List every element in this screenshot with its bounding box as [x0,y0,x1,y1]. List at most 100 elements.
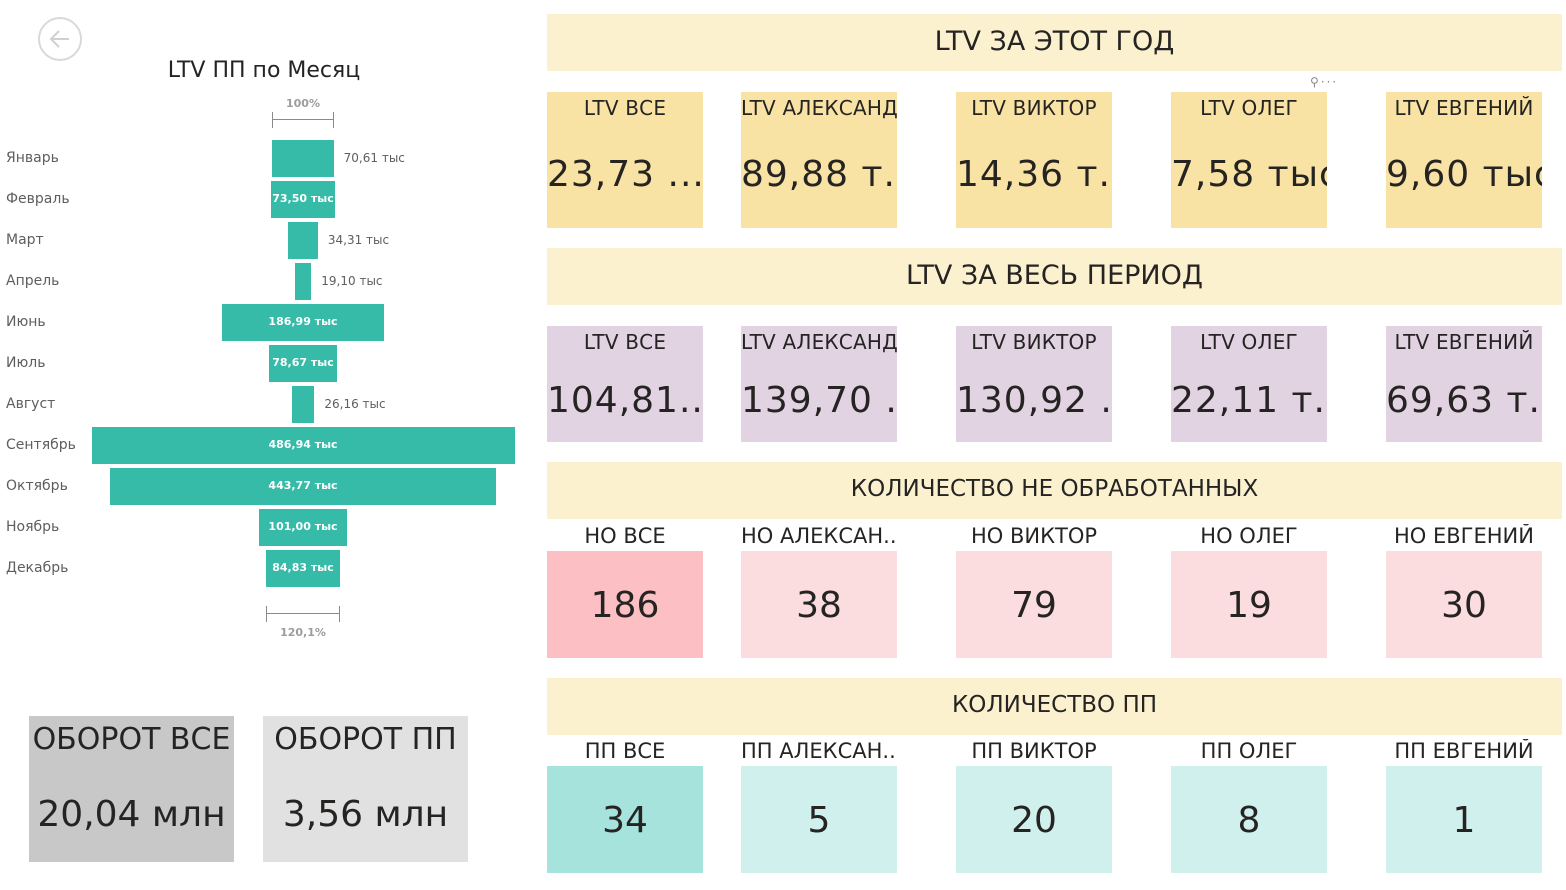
kpi-card-label: ПП ВСЕ [584,739,666,763]
kpi-card-value: 69,63 т... [1386,380,1542,421]
kpi-card-value: 23,73 ... [547,154,703,195]
kpi-card-value: 79 [1011,585,1057,626]
kpi-card-value: 130,92 ... [956,380,1112,421]
funnel-category-label: Сентябрь [6,437,76,453]
funnel-category-label: Январь [6,150,59,166]
kpi-card-value: 19 [1226,585,1272,626]
kpi-card-label: LTV ЕВГЕНИЙ [1394,96,1534,120]
kpi-card-label: НО ВИКТОР [970,524,1098,548]
kpi-card[interactable]: LTV АЛЕКСАНДР 139,70 ... [741,326,897,442]
kpi-card-label: LTV ВСЕ [583,330,667,354]
turnover-card-value: 3,56 млн [282,794,449,835]
funnel-bar[interactable] [288,222,318,259]
funnel-value-label: 78,67 тыс [272,356,334,369]
pin-icon[interactable]: ⚲ [1310,75,1321,89]
funnel-bar[interactable] [272,140,334,177]
funnel-category-label: Ноябрь [6,519,60,535]
funnel-category-label: Июль [6,355,46,371]
funnel-value-label: 34,31 тыс [327,233,390,247]
kpi-card[interactable]: НО ЕВГЕНИЙ 30 [1386,522,1542,658]
kpi-card-label: НО ВСЕ [584,524,666,548]
funnel-value-label: 101,00 тыс [268,520,338,533]
funnel-bar[interactable] [91,427,515,464]
kpi-card-value: 9,60 тыс [1386,154,1542,195]
kpi-card[interactable]: НО ВИКТОР 79 [956,522,1112,658]
kpi-card[interactable]: LTV ВСЕ 23,73 ... [547,92,703,228]
kpi-card[interactable]: LTV ОЛЕГ 22,11 т... [1171,326,1327,442]
back-button[interactable] [38,17,82,61]
turnover-card-label: ОБОРОТ ВСЕ [32,722,231,757]
funnel-bar[interactable] [110,468,496,505]
section-header: LTV ЗА ЭТОТ ГОД [547,14,1562,71]
funnel-bottom-bracket [266,606,340,622]
turnover-card[interactable]: ОБОРОТ ВСЕ 20,04 млн [29,716,234,862]
kpi-value-box [956,551,1112,658]
kpi-card-label: LTV ОЛЕГ [1200,96,1298,120]
kpi-value-box [1171,551,1327,658]
funnel-value-label: 443,77 тыс [268,479,338,492]
kpi-card-label: НО ОЛЕГ [1200,524,1298,548]
kpi-value-box [547,551,703,658]
kpi-card-value: 89,88 т... [741,154,897,195]
funnel-bar[interactable] [294,263,312,300]
kpi-value-box [1171,766,1327,873]
funnel-bar[interactable] [266,550,340,587]
funnel-bar[interactable] [268,345,338,382]
funnel-bar[interactable] [271,181,335,218]
turnover-card-label: ОБОРОТ ПП [274,722,457,757]
kpi-card-value: 8 [1237,800,1261,841]
section-title: КОЛИЧЕСТВО ПП [951,692,1158,718]
kpi-card-value: 38 [796,585,842,626]
funnel-title: LTV ПП по Месяц [167,58,361,83]
funnel-category-label: Август [6,396,56,412]
kpi-card[interactable]: ПП ВСЕ 34 [547,737,703,873]
kpi-card[interactable]: LTV ОЛЕГ 7,58 тыс [1171,92,1327,228]
kpi-card-value: 20 [1011,800,1057,841]
kpi-card[interactable]: ПП ОЛЕГ 8 [1171,737,1327,873]
funnel-category-label: Апрель [6,273,60,289]
kpi-card-label: ПП АЛЕКСАН... [741,739,897,763]
visual-header-icons[interactable]: ⚲··· [1310,75,1338,89]
kpi-card[interactable]: НО АЛЕКСАН... 38 [741,522,897,658]
kpi-card-label: LTV ВИКТОР [971,330,1097,354]
kpi-card[interactable]: НО ВСЕ 186 [547,522,703,658]
funnel-value-label: 70,61 тыс [343,151,405,165]
funnel-top-bracket [272,112,334,128]
funnel-category-label: Июнь [6,314,46,330]
turnover-card[interactable]: ОБОРОТ ПП 3,56 млн [263,716,468,862]
kpi-card[interactable]: LTV АЛЕКСАНДР 89,88 т... [741,92,897,228]
kpi-card-value: 22,11 т... [1171,380,1327,421]
kpi-card[interactable]: LTV ВИКТОР 130,92 ... [956,326,1112,442]
kpi-card-value: 139,70 ... [741,380,897,421]
kpi-card[interactable]: LTV ВСЕ 104,81... [547,326,703,442]
kpi-card[interactable]: ПП АЛЕКСАН... 5 [741,737,897,873]
kpi-value-box [741,551,897,658]
kpi-card[interactable]: ПП ВИКТОР 20 [956,737,1112,873]
funnel-value-label: 26,16 тыс [324,397,386,411]
kpi-card[interactable]: ПП ЕВГЕНИЙ 1 [1386,737,1542,873]
funnel-bar[interactable] [291,386,315,423]
more-options-icon[interactable]: ··· [1320,75,1339,89]
funnel-category-label: Февраль [6,191,70,207]
back-arrow-icon [49,30,69,48]
funnel-category-label: Октябрь [6,478,68,494]
kpi-card-value: 1 [1452,800,1476,841]
kpi-card-label: LTV ВСЕ [583,96,667,120]
section-header: КОЛИЧЕСТВО ПП [547,678,1562,735]
kpi-card-value: 186 [590,585,660,626]
funnel-value-label: 486,94 тыс [268,438,338,451]
kpi-card[interactable]: LTV ВИКТОР 14,36 т... [956,92,1112,228]
section-header: КОЛИЧЕСТВО НЕ ОБРАБОТАННЫХ [547,462,1562,519]
kpi-card-label: LTV ЕВГЕНИЙ [1394,330,1534,354]
kpi-card-label: LTV ОЛЕГ [1200,330,1298,354]
section-title: КОЛИЧЕСТВО НЕ ОБРАБОТАННЫХ [850,476,1259,502]
kpi-card-value: 34 [602,800,648,841]
kpi-card[interactable]: LTV ЕВГЕНИЙ 69,63 т... [1386,326,1542,442]
kpi-card[interactable]: LTV ЕВГЕНИЙ 9,60 тыс [1386,92,1542,228]
kpi-card-value: 7,58 тыс [1171,154,1327,195]
funnel-bar[interactable] [259,509,347,546]
kpi-card[interactable]: НО ОЛЕГ 19 [1171,522,1327,658]
kpi-card-value: 30 [1441,585,1487,626]
kpi-value-box [956,766,1112,873]
funnel-bar[interactable] [221,304,385,341]
